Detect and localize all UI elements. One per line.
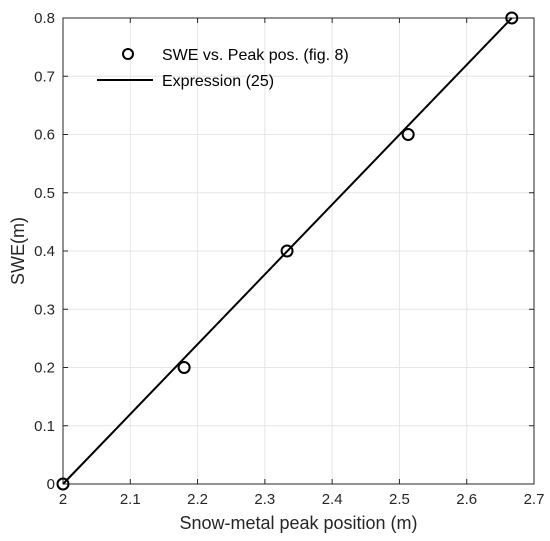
series-layer [56,11,519,491]
x-axis-label: Snow-metal peak position (m) [179,513,417,533]
x-tick-label: 2.5 [389,491,410,508]
y-axis-label: SWE(m) [8,217,28,285]
y-tick-label: 0.2 [34,360,55,377]
y-tick-label: 0 [47,476,55,493]
data-point [280,244,294,258]
data-point [401,128,415,141]
data-point [56,477,70,491]
x-tick-label: 2.4 [322,491,343,508]
x-tick-label: 2.7 [524,491,545,508]
y-tick-label: 0.8 [34,10,55,27]
x-tick-label: 2.2 [187,491,208,508]
data-point [505,11,519,25]
legend: SWE vs. Peak pos. (fig. 8) Expression (2… [97,47,349,90]
y-tick-label: 0.3 [34,301,55,318]
data-point [177,361,191,374]
ticks: 2 2.1 2.2 2.3 2.4 2.5 2.6 2.7 0 0.1 0.2 0.3 0.4 0.5 0.… [34,10,544,508]
x-tick-label: 2.1 [120,491,141,508]
legend-marker-scatter [122,48,134,60]
x-tick-label: 2 [59,491,67,508]
y-tick-label: 0.5 [34,185,55,202]
legend-label-expression: Expression (25) [162,73,274,90]
y-tick-label: 0.6 [34,127,55,144]
y-tick-label: 0.7 [34,68,55,85]
x-tick-label: 2.6 [456,491,477,508]
series-line-expression [62,17,513,485]
y-tick-label: 0.1 [34,418,55,435]
legend-label-scatter: SWE vs. Peak pos. (fig. 8) [162,47,349,64]
x-tick-label: 2.3 [254,491,275,508]
y-tick-label: 0.4 [34,243,55,260]
